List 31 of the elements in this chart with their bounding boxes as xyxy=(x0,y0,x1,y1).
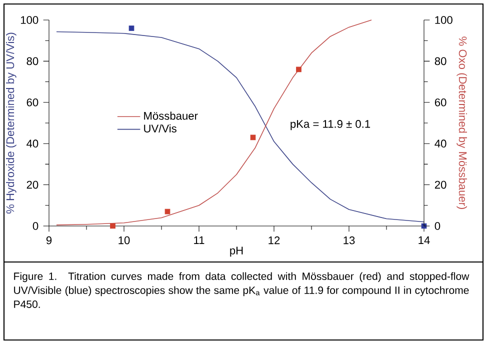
y2-axis-title: % Oxo (Determined by Mössbauer) xyxy=(456,36,467,209)
y-tick-label: 40 xyxy=(26,140,38,148)
x-axis-title: pH xyxy=(230,246,243,257)
x-tick-label: 14 xyxy=(418,236,430,244)
annotation: pKa = 11.9 ± 0.1 xyxy=(290,120,370,130)
y-tick-label: 20 xyxy=(26,180,38,189)
y2-tick-label: 100 xyxy=(435,16,452,24)
y2-tick-label: 40 xyxy=(434,140,446,148)
legend-label: Mössbauer xyxy=(144,112,198,120)
y-axis-title: % Hydroxide (Determined by UV/Vis) xyxy=(6,32,16,214)
y-tick-label: 100 xyxy=(20,16,38,24)
line-series xyxy=(56,31,424,222)
y2-tick-label: 60 xyxy=(434,98,446,106)
x-tick-label: 13 xyxy=(344,236,355,244)
point xyxy=(110,223,116,229)
point xyxy=(164,208,170,214)
y2-tick-label: 0 xyxy=(434,222,440,230)
y-tick-label: 0 xyxy=(32,222,38,230)
point xyxy=(296,66,302,72)
text: Figure 1. Titration curves made from data collected with Mössbauer (red) and stopped-flow UV/Visible (blue) spectroscopies show the same pK$_{a}$ value of 11.9 for compound II in cytochrome P450. xyxy=(14,272,470,308)
point xyxy=(250,134,256,140)
x-tick-label: 10 xyxy=(118,236,130,244)
y-tick-label: 60 xyxy=(26,98,38,106)
y2-tick-label: 80 xyxy=(434,57,446,66)
x-tick-label: 9 xyxy=(46,236,52,244)
line-series xyxy=(56,20,372,226)
y-tick-label: 80 xyxy=(26,57,38,66)
y2-tick-label: 20 xyxy=(434,180,446,189)
x-tick-label: 11 xyxy=(194,236,204,244)
x-tick-label: 12 xyxy=(268,236,280,244)
legend-label: UV/Vis xyxy=(144,124,176,132)
